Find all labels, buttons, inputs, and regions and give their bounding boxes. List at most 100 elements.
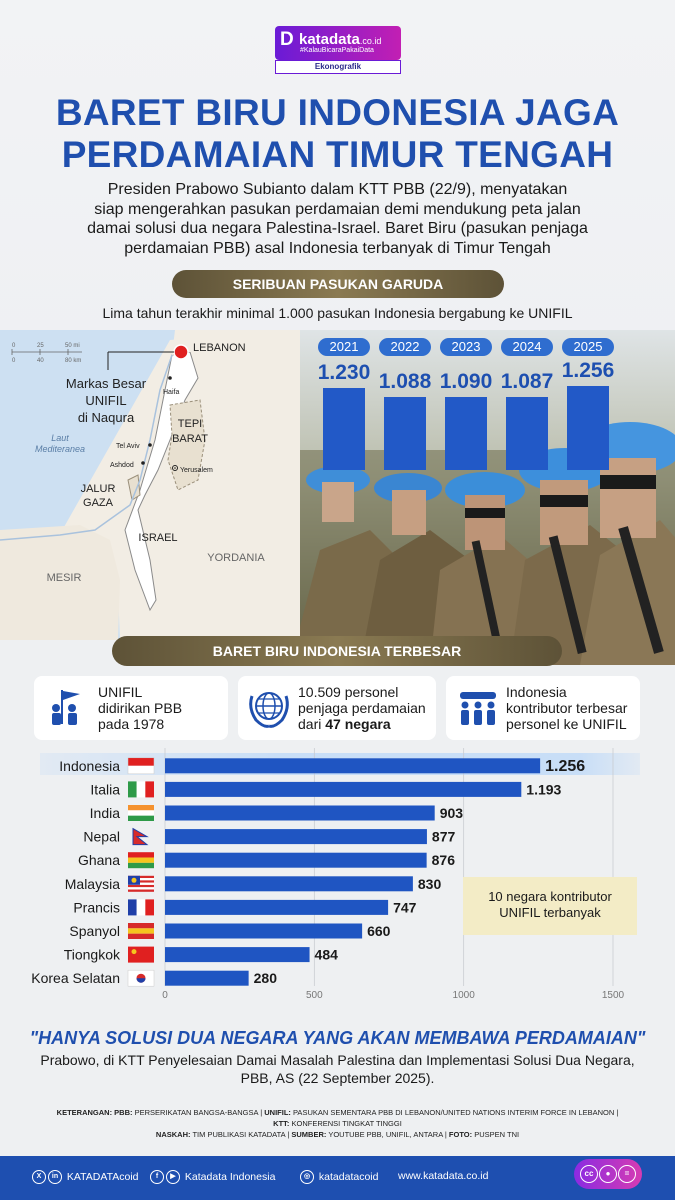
footer-social-fb-yt[interactable]: f ▶ Katadata Indonesia bbox=[150, 1170, 275, 1184]
bar-tiongkok bbox=[165, 947, 310, 963]
flag-band bbox=[128, 765, 154, 774]
label-sea-1: Laut bbox=[51, 433, 69, 443]
flag-band bbox=[128, 805, 154, 811]
section-heading-garuda: SERIBUAN PASUKAN GARUDA bbox=[172, 270, 504, 298]
nd-icon: = bbox=[618, 1165, 636, 1183]
section-heading-largest: BARET BIRU INDONESIA TERBESAR bbox=[112, 636, 562, 666]
year-label-2023: 2023 bbox=[440, 338, 492, 356]
value-label: 484 bbox=[315, 947, 339, 963]
flag-band bbox=[145, 899, 154, 916]
bar-india bbox=[165, 805, 435, 821]
year-bar-2023 bbox=[445, 397, 487, 470]
value-label: 747 bbox=[393, 899, 417, 915]
page-title: BARET BIRU INDONESIA JAGA PERDAMAIAN TIM… bbox=[55, 92, 620, 175]
label-israel: ISRAEL bbox=[138, 532, 177, 544]
year-bar-2024 bbox=[506, 397, 548, 470]
card1-line2: didirikan PBB bbox=[98, 700, 183, 716]
label-jordan: YORDANIA bbox=[207, 552, 265, 564]
katadata-logo[interactable]: D katadata.co.id #KalauBicaraPakaiData E… bbox=[275, 26, 401, 74]
bar-ghana bbox=[165, 852, 427, 868]
x-icon[interactable]: X bbox=[32, 1170, 46, 1184]
instagram-icon[interactable]: ◎ bbox=[300, 1170, 314, 1184]
peacekeepers-photo bbox=[300, 330, 675, 665]
bar-prancis bbox=[165, 899, 389, 915]
footer-website[interactable]: www.katadata.co.id bbox=[398, 1170, 489, 1182]
flag-stripe bbox=[128, 882, 154, 885]
category-label: Spanyol bbox=[69, 923, 120, 939]
year-bar-2022 bbox=[384, 397, 426, 470]
category-label: Korea Selatan bbox=[31, 970, 120, 986]
flag-china bbox=[128, 946, 154, 963]
label-gaza-1: JALUR bbox=[81, 483, 116, 495]
flag-crescent bbox=[131, 877, 137, 883]
scale-mi-50: 50 mi bbox=[65, 343, 80, 349]
year-label-2024: 2024 bbox=[501, 338, 553, 356]
footer-handle-2: Katadata Indonesia bbox=[184, 1170, 276, 1183]
year-value-2022: 1.088 bbox=[378, 370, 432, 394]
middle-east-map: 0 25 50 mi 0 40 80 km LEBANON Markas Bes… bbox=[0, 330, 300, 640]
un-emblem-icon bbox=[249, 692, 289, 728]
x-tick-label: 500 bbox=[306, 990, 323, 1001]
card3-line3: personel ke UNIFIL bbox=[506, 716, 627, 732]
flag-star bbox=[131, 949, 137, 955]
chart-note: 10 negara kontributor UNIFIL terbanyak bbox=[463, 877, 637, 935]
category-label: Ghana bbox=[78, 852, 120, 868]
logo-tagline: #KalauBicaraPakaiData bbox=[300, 47, 374, 54]
footer-handle-3: katadatacoid bbox=[318, 1170, 379, 1183]
scale-km-80: 80 km bbox=[65, 358, 81, 364]
flag-nepal bbox=[132, 827, 149, 846]
label-hq-1: Markas Besar bbox=[66, 376, 147, 391]
card2-line3: dari 47 negara bbox=[298, 716, 391, 732]
flag-stripe bbox=[128, 880, 154, 883]
troops-icon bbox=[460, 692, 496, 725]
year-value-2025: 1.256 bbox=[561, 359, 615, 383]
flag-band bbox=[136, 899, 146, 916]
youtube-icon[interactable]: ▶ bbox=[166, 1170, 180, 1184]
creative-commons-badge: cc ● = bbox=[574, 1159, 642, 1189]
card-unifil-founded: UNIFIL didirikan PBB pada 1978 bbox=[34, 676, 228, 740]
card3-line1: Indonesia bbox=[506, 684, 567, 700]
flag-band bbox=[128, 810, 154, 816]
card-indonesia-top: Indonesia kontributor terbesar personel … bbox=[446, 676, 640, 740]
facebook-icon[interactable]: f bbox=[150, 1170, 164, 1184]
flag-band bbox=[128, 923, 154, 929]
bar-nepal bbox=[165, 829, 427, 845]
bar-indonesia bbox=[165, 758, 541, 774]
cc-icon: cc bbox=[580, 1165, 598, 1183]
un-flag-icon bbox=[52, 690, 80, 725]
year-label-2025: 2025 bbox=[562, 338, 614, 356]
label-sea-2: Mediteranea bbox=[35, 444, 85, 454]
x-tick-label: 0 bbox=[162, 990, 168, 1001]
value-label: 660 bbox=[367, 923, 391, 939]
flag-band bbox=[128, 899, 137, 916]
year-label-2021: 2021 bbox=[318, 338, 370, 356]
flag-band bbox=[128, 757, 154, 766]
label-lebanon: LEBANON bbox=[193, 342, 246, 354]
label-egypt: MESIR bbox=[47, 572, 82, 584]
bar-malaysia bbox=[165, 876, 413, 892]
value-label: 876 bbox=[432, 852, 456, 868]
footer-social-ig[interactable]: ◎ katadatacoid bbox=[300, 1170, 378, 1184]
footnotes: KETERANGAN: PBB: PERSERIKATAN BANGSA-BAN… bbox=[56, 1108, 619, 1139]
footer-handle-1: KATADATAcoid bbox=[66, 1170, 139, 1183]
section-subheading: Lima tahun terakhir minimal 1.000 pasuka… bbox=[102, 305, 573, 321]
scale-km-40: 40 bbox=[37, 358, 44, 364]
flag-stripe bbox=[128, 889, 154, 892]
flag-stripe bbox=[128, 878, 154, 881]
year-value-2024: 1.087 bbox=[500, 370, 554, 394]
value-label: 877 bbox=[432, 829, 456, 845]
bar-italia bbox=[165, 781, 522, 797]
category-label: Italia bbox=[90, 781, 120, 797]
value-label: 1.193 bbox=[526, 781, 561, 797]
category-label: Malaysia bbox=[65, 876, 120, 892]
section-label: Ekonografik bbox=[275, 60, 401, 74]
linkedin-icon[interactable]: in bbox=[48, 1170, 62, 1184]
category-label: Nepal bbox=[83, 829, 120, 845]
flag-band bbox=[128, 857, 154, 863]
flag-stripe bbox=[128, 875, 154, 879]
flag-band bbox=[128, 815, 154, 821]
quote-text: "HANYA SOLUSI DUA NEGARA YANG AKAN MEMBA… bbox=[29, 1028, 646, 1048]
by-icon: ● bbox=[599, 1165, 617, 1183]
